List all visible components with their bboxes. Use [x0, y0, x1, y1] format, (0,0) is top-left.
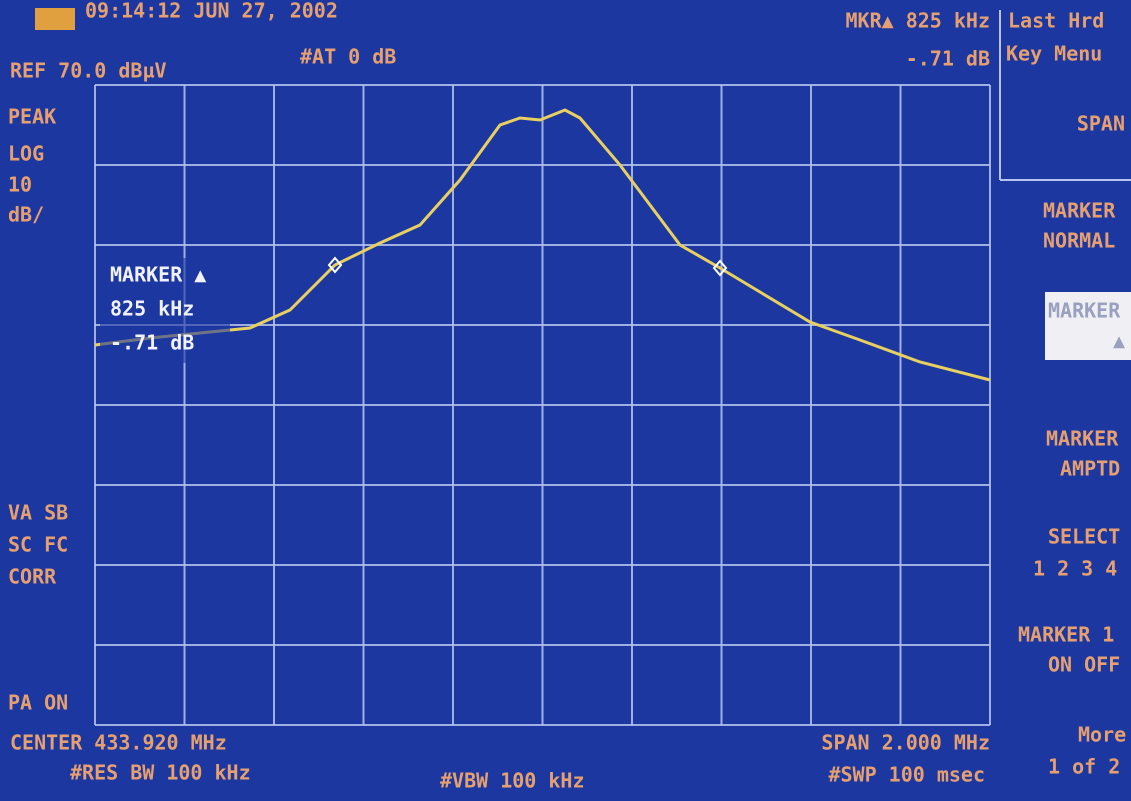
marker-box-line: MARKER ▲ [110, 263, 206, 287]
attenuation: #AT 0 dB [300, 45, 396, 69]
marker-diamond [712, 259, 728, 277]
softkey[interactable]: SELECT [1048, 525, 1120, 549]
marker-box-line: 825 kHz [110, 297, 194, 321]
softkey[interactable]: AMPTD [1060, 457, 1120, 481]
annotation: CORR [8, 565, 57, 589]
softkey[interactable]: More [1078, 723, 1126, 747]
annotation: PEAK [8, 105, 56, 129]
marker-box [100, 258, 230, 363]
annotation: 10 [8, 173, 32, 197]
annotation: dB/ [8, 203, 44, 227]
menu-title: Key Menu [1006, 42, 1102, 66]
softkey[interactable]: MARKER [1043, 199, 1116, 223]
softkey[interactable]: ▲ [1113, 329, 1125, 353]
sweep-time: #SWP 100 msec [828, 763, 985, 787]
annotation: PA ON [8, 691, 68, 715]
hp-logo [35, 8, 75, 30]
ref-level: REF 70.0 dBµV [10, 59, 167, 83]
span: SPAN 2.000 MHz [821, 731, 990, 755]
graticule [94, 84, 991, 726]
marker-diamond [327, 256, 343, 274]
softkey[interactable]: NORMAL [1043, 229, 1115, 253]
resolution-bandwidth: #RES BW 100 kHz [70, 761, 251, 785]
softkey[interactable]: MARKER [1048, 299, 1121, 323]
annotation: VA SB [8, 501, 68, 525]
softkey[interactable]: SPAN [1077, 112, 1125, 136]
annotation: LOG [8, 142, 44, 166]
timestamp: 09:14:12 JUN 27, 2002 [85, 0, 338, 23]
marker-box-line: -.71 dB [110, 331, 194, 355]
left-annotations: PEAK LOG 10 dB/VA SB SC FC CORR PA ON [8, 105, 68, 715]
softkey[interactable]: MARKER [1046, 427, 1119, 451]
softkey[interactable]: 1 2 3 4 [1033, 557, 1117, 581]
annotation: SC FC [8, 533, 68, 557]
marker-readout: MKR▲ 825 kHz [846, 9, 991, 33]
marker-readout-value: -.71 dB [906, 47, 990, 71]
softkey[interactable]: MARKER 1 [1018, 623, 1114, 647]
softkey[interactable]: 1 of 2 [1048, 755, 1120, 779]
video-bandwidth: #VBW 100 kHz [440, 769, 585, 793]
trace [94, 108, 991, 382]
center-frequency: CENTER 433.920 MHz [10, 731, 227, 755]
softkey[interactable]: ON OFF [1048, 653, 1120, 677]
menu-title: Last Hrd [1008, 9, 1104, 33]
softkey-highlight [1045, 292, 1131, 360]
